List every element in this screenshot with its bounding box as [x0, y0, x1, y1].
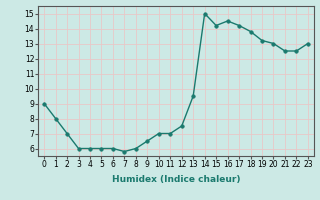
- X-axis label: Humidex (Indice chaleur): Humidex (Indice chaleur): [112, 175, 240, 184]
